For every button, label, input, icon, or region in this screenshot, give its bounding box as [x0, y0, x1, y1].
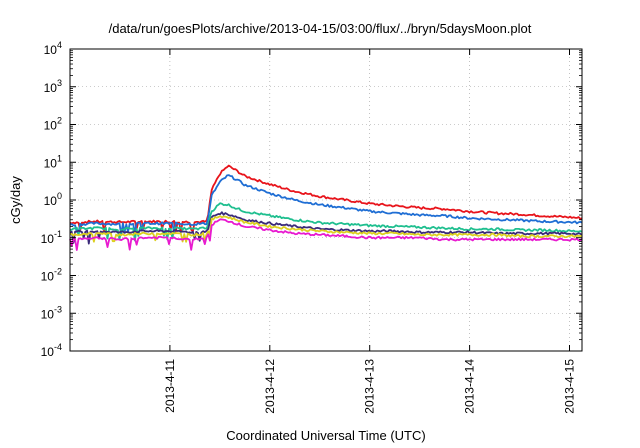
- y-tick-label: 100: [44, 191, 62, 208]
- y-tick-label: 10-3: [41, 304, 62, 321]
- x-tick-label: 2013-4-15: [563, 359, 577, 414]
- x-tick-labels: 2013-4-11 2013-4-12 2013-4-13 2013-4-14 2013…: [163, 359, 577, 414]
- series-layer: [69, 164, 583, 251]
- series-line-2: [69, 174, 583, 236]
- x-tick-label: 2013-4-13: [363, 359, 377, 414]
- y-tick-label: 101: [44, 153, 62, 170]
- x-axis-label: Coordinated Universal Time (UTC): [226, 428, 426, 443]
- y-axis-label: cGy/day: [8, 176, 23, 224]
- series-line-5: [69, 215, 583, 243]
- y-tick-label: 10-2: [41, 267, 62, 284]
- y-tick-label: 104: [44, 40, 62, 57]
- y-tick-label: 103: [44, 78, 62, 95]
- x-tick-label: 2013-4-14: [463, 359, 477, 414]
- y-tick-label: 10-4: [41, 342, 62, 359]
- series-line-4: [69, 211, 583, 245]
- grid-lines: [70, 49, 582, 351]
- y-tick-labels: 10-4 10-3 10-2 10-1 100 101 102 103 104: [41, 40, 62, 359]
- y-tick-label: 102: [44, 116, 62, 133]
- tick-marks: [70, 48, 582, 352]
- series-line-1: [69, 164, 583, 234]
- x-tick-label: 2013-4-12: [263, 359, 277, 414]
- y-tick-label: 10-1: [41, 229, 62, 246]
- series-line-3: [69, 202, 583, 242]
- x-tick-label: 2013-4-11: [163, 359, 177, 413]
- series-line-6: [69, 218, 583, 251]
- chart-title: /data/run/goesPlots/archive/2013-04-15/0…: [108, 21, 532, 36]
